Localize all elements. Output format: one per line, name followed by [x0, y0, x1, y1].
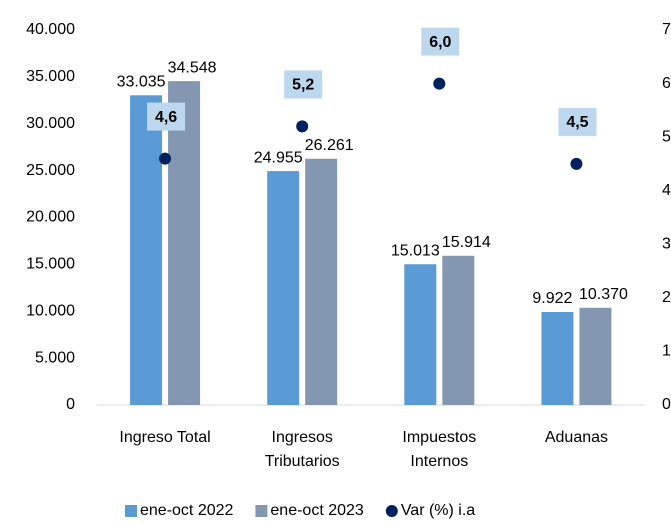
- bar: [442, 255, 475, 405]
- y2-tick-label: 7: [662, 21, 671, 38]
- bar: [267, 171, 300, 405]
- point: [296, 120, 309, 133]
- y2-tick-label: 1: [662, 343, 671, 360]
- y-tick-label: 15.000: [26, 256, 75, 273]
- y-tick-label: 30.000: [26, 115, 75, 132]
- legend-marker: [125, 505, 137, 517]
- data-label: 26.261: [305, 137, 354, 154]
- data-label: 5,2: [292, 77, 314, 94]
- y-tick-label: 25.000: [26, 162, 75, 179]
- legend-label: ene-oct 2023: [270, 502, 364, 519]
- bar: [168, 81, 201, 406]
- x-tick-label: Ingresos Tributarios: [264, 429, 340, 470]
- bar: [130, 95, 163, 405]
- legend-label: ene-oct 2022: [140, 502, 234, 519]
- y-tick-label: 0: [66, 396, 75, 413]
- data-label: 15.013: [391, 242, 440, 259]
- y2-tick-label: 6: [662, 75, 671, 92]
- point: [433, 77, 446, 90]
- data-label: 4,5: [566, 114, 588, 131]
- y2-tick-label: 0: [662, 396, 671, 413]
- data-label-box: [421, 27, 460, 56]
- y-tick-label: 35.000: [26, 68, 75, 85]
- data-label: 9.922: [532, 290, 572, 307]
- y-tick-label: 5.000: [35, 349, 75, 366]
- x-tick-label: Impuestos Internos: [402, 429, 477, 470]
- y2-tick-label: 4: [662, 182, 671, 199]
- legend-marker: [385, 505, 398, 517]
- legend-marker: [255, 505, 268, 517]
- data-label: 33.035: [117, 74, 166, 91]
- data-label-box: [558, 107, 597, 136]
- y-tick-label: 40.000: [26, 21, 75, 38]
- point: [570, 157, 583, 170]
- bar: [541, 311, 574, 405]
- bar: [305, 158, 338, 405]
- y-tick-label: 10.000: [26, 302, 75, 319]
- y2-tick-label: 3: [662, 236, 671, 253]
- data-label: 10.370: [579, 286, 628, 303]
- x-tick-label: Aduanas: [544, 429, 609, 446]
- data-label-box: [284, 70, 323, 99]
- y2-tick-label: 2: [662, 289, 671, 306]
- x-tick-label: Ingreso Total: [119, 429, 211, 446]
- data-label: 15.914: [442, 234, 491, 251]
- data-label: 6,0: [429, 34, 451, 51]
- data-label-box: [147, 102, 186, 131]
- data-label: 4,6: [155, 109, 177, 126]
- y2-tick-label: 5: [662, 128, 671, 145]
- y-tick-label: 20.000: [26, 209, 75, 226]
- data-label: 24.955: [254, 149, 303, 166]
- bar: [404, 264, 437, 405]
- point: [159, 152, 172, 165]
- bar: [579, 307, 612, 405]
- legend-label: Var (%) i.a: [401, 502, 475, 519]
- data-label: 34.548: [168, 59, 217, 76]
